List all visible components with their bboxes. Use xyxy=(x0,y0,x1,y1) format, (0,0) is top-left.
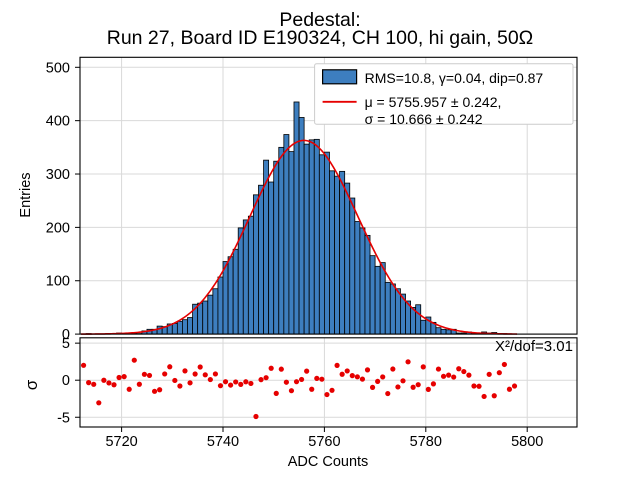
svg-text:5800: 5800 xyxy=(511,434,543,450)
svg-text:σ: σ xyxy=(22,379,41,390)
svg-text:0: 0 xyxy=(62,373,70,389)
svg-text:500: 500 xyxy=(46,60,70,76)
svg-text:5760: 5760 xyxy=(308,434,340,450)
svg-text:5740: 5740 xyxy=(207,434,239,450)
svg-text:Run 27, Board ID E190324, CH 1: Run 27, Board ID E190324, CH 100, hi gai… xyxy=(107,27,534,49)
svg-text:400: 400 xyxy=(46,114,70,130)
svg-text:300: 300 xyxy=(46,167,70,183)
svg-text:RMS=10.8, γ=0.04, dip=0.87: RMS=10.8, γ=0.04, dip=0.87 xyxy=(365,70,544,86)
svg-text:ADC Counts: ADC Counts xyxy=(288,454,369,470)
svg-text:200: 200 xyxy=(46,220,70,236)
svg-text:5: 5 xyxy=(62,336,70,352)
svg-text:100: 100 xyxy=(46,274,70,290)
svg-text:X²/dof=3.01: X²/dof=3.01 xyxy=(495,338,573,355)
svg-text:σ = 10.666 ± 0.242: σ = 10.666 ± 0.242 xyxy=(365,111,483,127)
svg-text:Entries: Entries xyxy=(18,172,34,217)
svg-text:5720: 5720 xyxy=(105,434,137,450)
svg-text:μ = 5755.957 ± 0.242,: μ = 5755.957 ± 0.242, xyxy=(365,94,502,110)
svg-text:5780: 5780 xyxy=(410,434,442,450)
svg-text:-5: -5 xyxy=(57,410,70,426)
